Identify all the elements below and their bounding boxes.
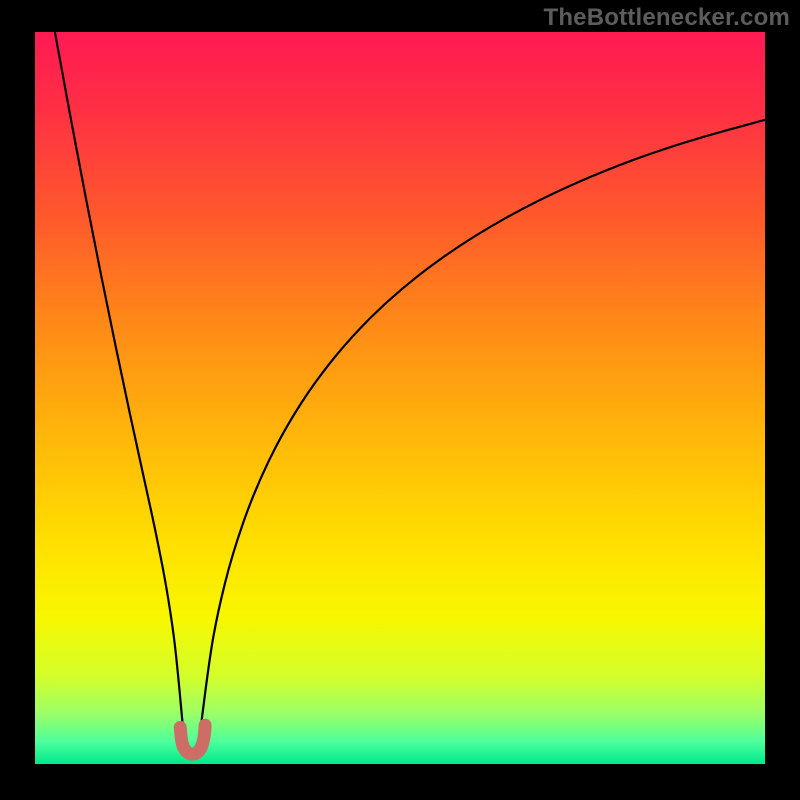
bottleneck-chart: [0, 0, 800, 800]
watermark-text: TheBottlenecker.com: [543, 4, 790, 32]
gradient-background: [35, 32, 765, 764]
chart-stage: TheBottlenecker.com: [0, 0, 800, 800]
